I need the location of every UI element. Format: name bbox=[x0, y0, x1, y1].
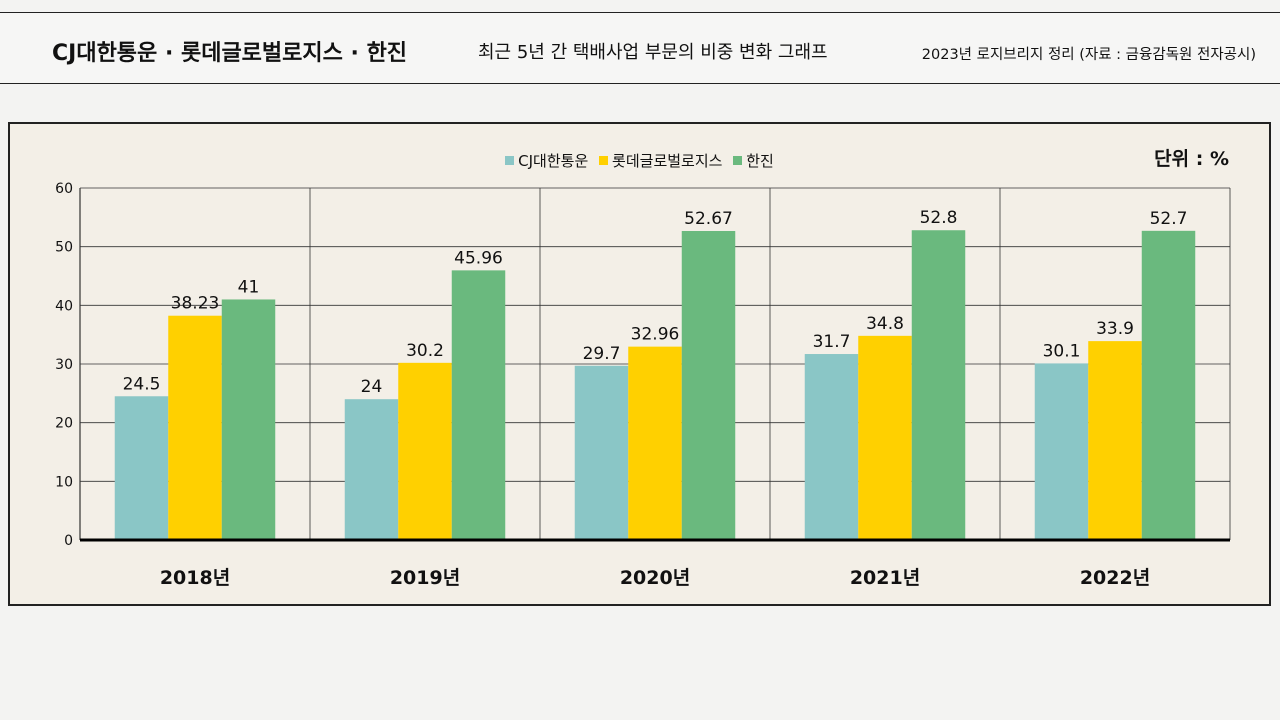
legend-label-lotte: 롯데글로벌로지스 bbox=[612, 152, 723, 170]
legend-swatch-lotte bbox=[599, 156, 609, 165]
x-tick-label: 2018년 bbox=[160, 567, 230, 589]
data-label: 52.7 bbox=[1150, 209, 1188, 229]
data-label: 24.5 bbox=[123, 374, 161, 394]
data-label: 29.7 bbox=[583, 344, 621, 364]
bar-0-2 bbox=[574, 365, 629, 540]
legend-item-lotte: 롯데글로벌로지스 bbox=[599, 150, 722, 171]
bar-1-2 bbox=[628, 346, 682, 540]
y-tick-label: 20 bbox=[55, 416, 73, 432]
legend-swatch-cj bbox=[505, 156, 515, 165]
chart-legend: CJ대한통운 롯데글로벌로지스 한진 bbox=[10, 150, 1269, 171]
data-label: 30.1 bbox=[1043, 341, 1081, 361]
data-label: 41 bbox=[238, 277, 260, 297]
bar-2-3 bbox=[911, 230, 966, 540]
y-tick-label: 30 bbox=[55, 357, 73, 373]
data-label: 52.67 bbox=[684, 209, 733, 229]
x-tick-label: 2019년 bbox=[390, 567, 460, 589]
y-tick-label: 60 bbox=[55, 181, 73, 197]
header-bar: CJ대한통운 · 롯데글로벌로지스 · 한진 최근 5년 간 택배사업 부문의 … bbox=[0, 12, 1280, 84]
page-title: CJ대한통운 · 롯데글로벌로지스 · 한진 bbox=[52, 41, 408, 66]
legend-item-hanjin: 한진 bbox=[733, 150, 774, 171]
y-tick-label: 0 bbox=[64, 533, 73, 549]
data-label: 24 bbox=[361, 377, 383, 397]
bar-0-1 bbox=[344, 399, 399, 540]
bar-2-0 bbox=[221, 299, 276, 540]
bar-1-0 bbox=[168, 315, 222, 540]
data-label: 32.96 bbox=[631, 325, 680, 345]
bar-0-4 bbox=[1034, 363, 1089, 540]
legend-item-cj: CJ대한통운 bbox=[505, 150, 588, 171]
source-note: 2023년 로지브리지 정리 (자료 : 금융감독원 전자공시) bbox=[921, 47, 1256, 63]
bar-2-4 bbox=[1141, 230, 1196, 540]
bar-1-3 bbox=[858, 335, 912, 540]
data-label: 52.8 bbox=[920, 208, 958, 228]
bar-2-1 bbox=[451, 270, 506, 540]
x-tick-label: 2021년 bbox=[850, 567, 920, 589]
y-tick-label: 10 bbox=[55, 474, 73, 490]
data-label: 30.2 bbox=[406, 341, 444, 361]
chart-panel: CJ대한통운 롯데글로벌로지스 한진 단위 : % 0 10 20 30 40 50 60 2… bbox=[8, 122, 1271, 606]
legend-label-hanjin: 한진 bbox=[746, 152, 774, 170]
y-tick-label: 40 bbox=[55, 298, 73, 314]
data-label: 45.96 bbox=[454, 248, 503, 268]
bar-2-2 bbox=[681, 231, 736, 540]
legend-label-cj: CJ대한통운 bbox=[518, 152, 589, 170]
data-label: 34.8 bbox=[866, 314, 904, 334]
bar-0-0 bbox=[114, 396, 169, 540]
bar-1-1 bbox=[398, 362, 452, 540]
x-tick-label: 2022년 bbox=[1080, 567, 1150, 589]
data-label: 38.23 bbox=[171, 294, 220, 314]
bar-0-3 bbox=[804, 354, 859, 540]
x-tick-label: 2020년 bbox=[620, 567, 690, 589]
legend-swatch-hanjin bbox=[733, 156, 743, 165]
data-label: 31.7 bbox=[813, 332, 851, 352]
bar-chart: 0 10 20 30 40 50 60 24.5 38.23 41 2018년 24 30.2 45.96… bbox=[55, 181, 1231, 589]
page-subtitle: 최근 5년 간 택배사업 부문의 비중 변화 그래프 bbox=[478, 42, 828, 63]
unit-label: 단위 : % bbox=[1154, 148, 1229, 170]
data-label: 33.9 bbox=[1096, 319, 1134, 339]
y-tick-label: 50 bbox=[55, 240, 73, 256]
bar-1-4 bbox=[1088, 341, 1142, 540]
